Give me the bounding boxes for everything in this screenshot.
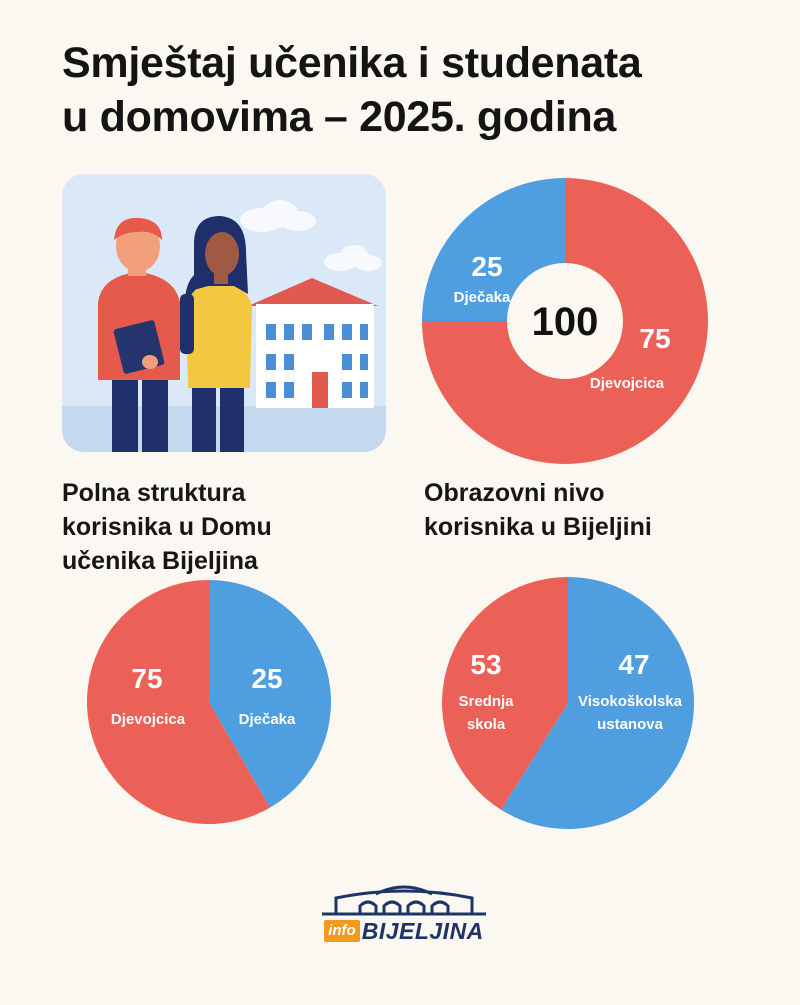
donut-chart: 100 25 Dječaka 75 Djevojcica bbox=[422, 178, 708, 464]
pie-2-label-visokoskolska-2: ustanova bbox=[597, 716, 664, 733]
donut-label-djevojcica: Djevojcica bbox=[590, 375, 665, 392]
pie-1-title-line-2: korisnika u Domu bbox=[62, 513, 272, 541]
students-illustration bbox=[62, 174, 386, 452]
pie-1-value-djecaka: 25 bbox=[251, 663, 282, 694]
pie-1-slice-djecaka bbox=[209, 580, 331, 808]
logo-prefix: info bbox=[324, 920, 360, 942]
pie-1-label-djevojcica: Djevojcica bbox=[111, 711, 186, 728]
pie-1-slice-djevojcica bbox=[86, 580, 270, 824]
page-title: Smještaj učenika i studenata u domovima … bbox=[62, 36, 762, 144]
pie-1-title-line-3: učenika Bijeljina bbox=[62, 547, 258, 575]
logo-name: BIJELJINA bbox=[361, 917, 484, 944]
pie-2-label-srednja-2: skola bbox=[467, 716, 506, 733]
students-dorm-illustration bbox=[62, 174, 386, 452]
donut-value-djevojcica: 75 bbox=[639, 323, 670, 354]
donut-value-djecaka: 25 bbox=[471, 251, 502, 282]
donut-label-djecaka: Dječaka bbox=[454, 289, 511, 306]
pie-2-slice-visokoskolska bbox=[501, 577, 694, 829]
pie-2-label-visokoskolska-1: Visokoškolska bbox=[578, 693, 683, 710]
student-girl-icon bbox=[180, 216, 252, 452]
building-logo-icon bbox=[322, 885, 486, 916]
pie-1-title-line-1: Polna struktura bbox=[62, 479, 246, 507]
cloud-icon bbox=[240, 200, 382, 271]
pie-2-value-srednja: 53 bbox=[470, 649, 501, 680]
education-pie-chart: 53 Srednja skola 47 Visokoškolska ustanova bbox=[441, 577, 694, 829]
pie-1-value-djevojcica: 75 bbox=[131, 663, 162, 694]
building-icon bbox=[248, 278, 378, 408]
infobijeljina-logo: info BIJELJINA bbox=[316, 880, 492, 950]
pie-2-label-srednja-1: Srednja bbox=[458, 693, 514, 710]
donut-center-value: 100 bbox=[532, 300, 599, 344]
pie-1-title: Polna struktura korisnika u Domu učenika… bbox=[62, 476, 272, 578]
donut-slice-djecaka bbox=[422, 178, 565, 321]
pie-2-value-visokoskolska: 47 bbox=[618, 649, 649, 680]
pie-2-slice-srednja bbox=[441, 577, 568, 810]
title-line-2: u domovima – 2025. godina bbox=[62, 93, 617, 141]
title-line-1: Smještaj učenika i studenata bbox=[62, 39, 642, 87]
pie-2-title: Obrazovni nivo korisnika u Bijeljini bbox=[424, 476, 652, 544]
donut-slice-djevojcica bbox=[422, 178, 708, 464]
gender-pie-chart: 75 Djevojcica 25 Dječaka bbox=[86, 580, 331, 824]
pie-1-label-djecaka: Dječaka bbox=[239, 711, 296, 728]
student-boy-icon bbox=[98, 217, 180, 452]
pie-2-title-line-1: Obrazovni nivo bbox=[424, 479, 605, 507]
pie-2-title-line-2: korisnika u Bijeljini bbox=[424, 513, 652, 541]
